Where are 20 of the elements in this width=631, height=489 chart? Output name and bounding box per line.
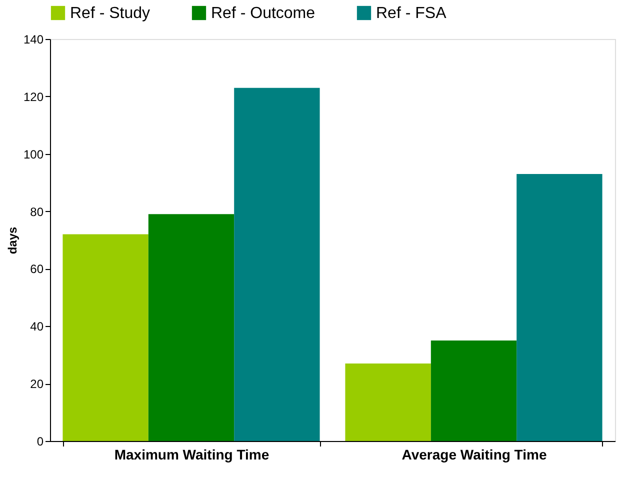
y-tick-label: 0 xyxy=(36,434,44,448)
legend-label: Ref - Outcome xyxy=(211,5,316,22)
y-axis-title: days xyxy=(5,226,20,254)
legend-label: Ref - Study xyxy=(70,5,150,22)
bar xyxy=(516,174,602,441)
y-tick-label: 20 xyxy=(30,377,44,392)
bar xyxy=(345,363,431,441)
x-tick-label: Maximum Waiting Time xyxy=(114,446,270,462)
bar xyxy=(234,88,320,441)
y-tick-label: 120 xyxy=(23,90,44,104)
y-tick-label: 140 xyxy=(23,32,44,46)
bar xyxy=(430,340,517,441)
x-tick-label: Average Waiting Time xyxy=(402,446,547,462)
y-tick-label: 80 xyxy=(30,204,44,219)
y-tick-label: 40 xyxy=(30,320,44,334)
bar xyxy=(62,234,148,441)
y-tick-label: 60 xyxy=(30,262,44,276)
y-tick-label: 100 xyxy=(23,147,44,162)
bar xyxy=(148,214,234,441)
legend-label: Ref - FSA xyxy=(376,5,447,22)
